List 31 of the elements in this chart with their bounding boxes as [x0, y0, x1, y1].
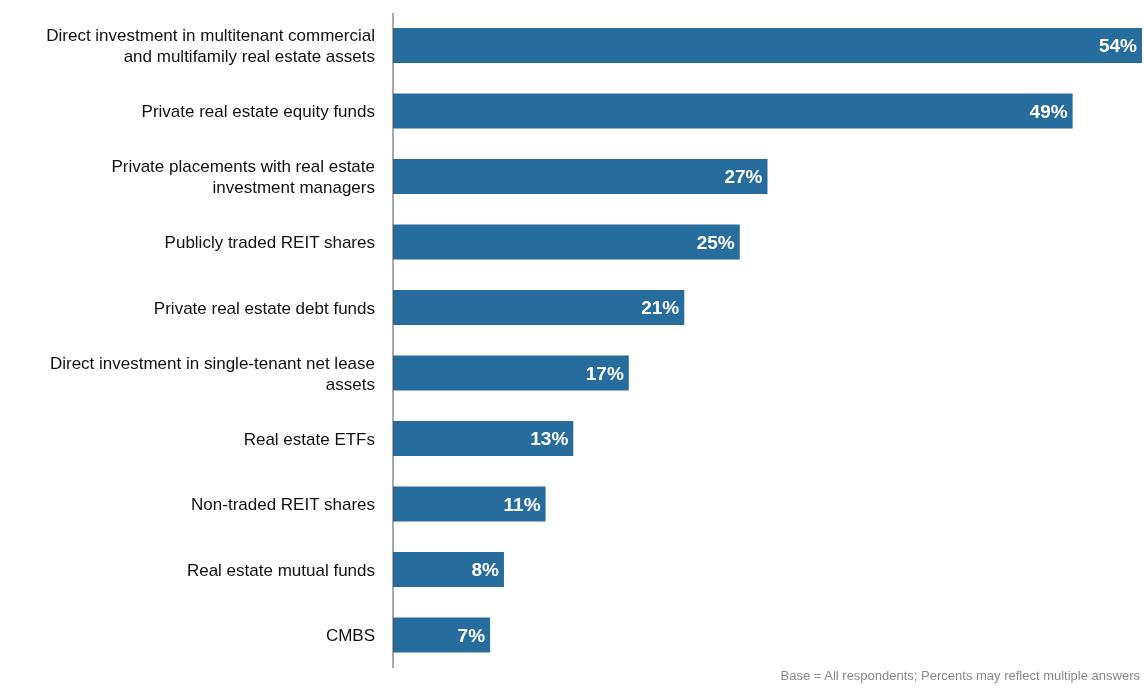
- bar: [393, 617, 491, 653]
- y-tick-label: Private real estate debt funds: [153, 298, 375, 318]
- data-label: 25%: [696, 231, 735, 253]
- data-label: 49%: [1029, 100, 1068, 122]
- bar: [393, 224, 740, 260]
- y-tick-label: Private real estate equity funds: [141, 101, 375, 121]
- y-tick-label: Real estate ETFs: [243, 429, 375, 449]
- y-tick-label: Publicly traded REIT shares: [164, 232, 375, 252]
- data-label: 17%: [585, 362, 624, 384]
- data-label: 54%: [1098, 35, 1138, 57]
- bar: [393, 28, 1142, 63]
- data-label: 8%: [471, 559, 500, 581]
- data-label: 27%: [724, 166, 763, 188]
- data-label: 13%: [530, 428, 569, 450]
- annotation: Base = All respondents; Percents may reflect multiple answers: [779, 668, 1141, 683]
- y-tick-label: Direct investment in multitenant commercial and multifamily real estate assets: [46, 25, 375, 66]
- bar: [393, 159, 768, 194]
- bar: [393, 355, 629, 391]
- bar: [393, 552, 504, 587]
- y-tick-label: Non-traded REIT shares: [191, 494, 375, 514]
- bar: [393, 290, 685, 325]
- y-tick-label: Real estate mutual funds: [186, 560, 375, 580]
- data-label: 21%: [641, 297, 680, 319]
- bar: [393, 421, 574, 456]
- data-label: 7%: [457, 624, 486, 646]
- y-tick-label: Private placements with real estate investment managers: [111, 156, 375, 197]
- bar: [393, 486, 546, 522]
- bar: [393, 93, 1073, 129]
- y-tick-label: Direct investment in single-tenant net lease assets: [49, 353, 375, 394]
- y-tick-label: CMBS: [325, 625, 375, 645]
- data-label: 11%: [503, 493, 541, 515]
